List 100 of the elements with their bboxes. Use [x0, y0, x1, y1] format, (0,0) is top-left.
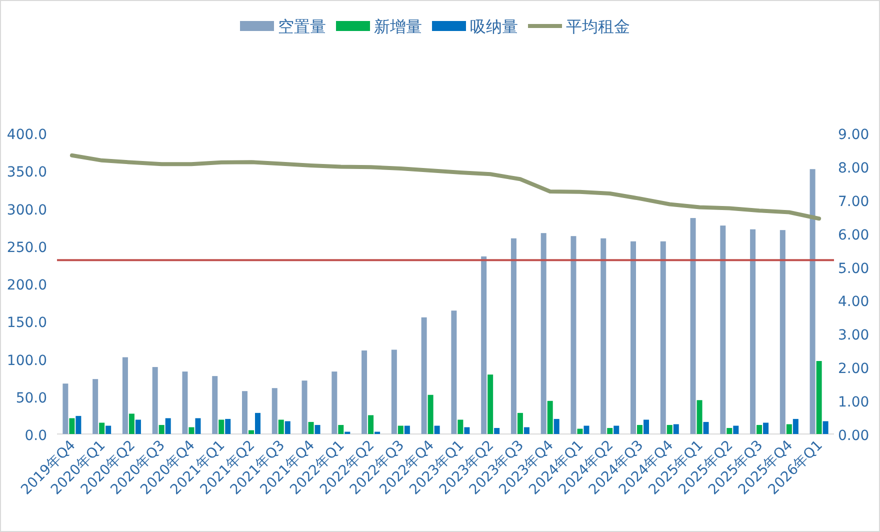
bar: [607, 428, 613, 434]
bar: [703, 422, 709, 434]
bar: [158, 424, 164, 434]
y2-tick-label: 8.00: [838, 160, 870, 176]
bar: [577, 428, 583, 434]
line-series: [70, 153, 822, 221]
y2-tick-label: 2.00: [838, 361, 870, 378]
y2-tick-label: 4.00: [838, 294, 870, 310]
bar: [780, 230, 786, 434]
y-tick-label: 400.0: [6, 127, 47, 143]
bar: [726, 428, 732, 434]
bar: [362, 350, 368, 434]
y2-tick-label: 7.00: [838, 194, 870, 210]
bar: [733, 426, 739, 434]
bar: [308, 422, 314, 434]
bar: [464, 427, 470, 434]
bar: [284, 421, 290, 434]
bar: [76, 416, 82, 434]
bar: [630, 241, 636, 434]
bar: [434, 426, 440, 434]
bar: [488, 374, 494, 434]
y-tick-label: 250.0: [6, 240, 47, 256]
y2-tick-label: 0.00: [838, 428, 870, 444]
bar: [554, 418, 560, 434]
bar: [547, 400, 553, 434]
y-tick-label: 50.0: [16, 390, 47, 406]
bar: [242, 391, 248, 434]
bar: [524, 427, 530, 434]
bar: [225, 418, 231, 434]
bar: [540, 233, 546, 434]
y-tick-label: 0.0: [24, 428, 47, 444]
bar: [660, 241, 666, 434]
bar: [248, 430, 254, 434]
bar: [666, 424, 672, 434]
bar: [570, 236, 576, 434]
legend-label: 空置量: [278, 17, 326, 36]
y2-tick-label: 3.00: [838, 328, 870, 344]
bar: [458, 420, 464, 434]
bar: [255, 412, 260, 434]
legend-label: 平均租金: [566, 17, 630, 36]
y2-tick-label: 9.00: [838, 127, 870, 143]
bar: [810, 169, 816, 434]
y-tick-label: 300.0: [6, 202, 47, 218]
bar: [188, 427, 194, 434]
bar: [822, 421, 828, 434]
bar: [792, 418, 798, 434]
bar: [690, 218, 696, 434]
bar: [517, 412, 523, 434]
bar: [428, 394, 434, 434]
legend-label: 新增量: [374, 17, 422, 36]
bar: [673, 424, 679, 434]
legend-label: 吸纳量: [470, 17, 518, 36]
bar: [750, 229, 756, 434]
bar: [614, 426, 620, 434]
bar: [165, 418, 171, 434]
y-tick-label: 200.0: [6, 278, 47, 294]
bar: [128, 414, 134, 434]
bar: [135, 420, 141, 434]
y2-tick-label: 5.00: [838, 260, 870, 277]
bar: [332, 372, 338, 434]
bar: [421, 317, 427, 434]
bar: [195, 418, 201, 434]
bar: [481, 256, 487, 434]
bar: [152, 367, 158, 434]
bar: [696, 400, 702, 434]
y-tick-label: 100.0: [6, 352, 47, 369]
bar: [182, 372, 188, 434]
y-tick-label: 350.0: [6, 164, 47, 181]
bar: [368, 415, 374, 434]
bar: [494, 428, 500, 434]
bar: [637, 424, 642, 434]
bar: [756, 424, 762, 434]
bar: [404, 426, 410, 434]
bar: [314, 424, 320, 434]
bar: [584, 426, 590, 434]
bar: [786, 424, 792, 434]
bar: [62, 384, 68, 434]
bar: [816, 361, 822, 434]
y2-tick-label: 1.00: [838, 394, 870, 411]
bar: [510, 238, 516, 434]
y-tick-label: 150.0: [6, 315, 47, 332]
bar: [272, 388, 278, 434]
bar: [302, 380, 308, 434]
bar: [763, 422, 769, 434]
bar: [92, 379, 98, 434]
bar: [99, 422, 105, 434]
bar: [451, 310, 457, 434]
bar: [122, 357, 128, 434]
bar: [212, 376, 218, 434]
bar: [644, 420, 649, 434]
y2-tick-label: 6.00: [838, 227, 870, 244]
bar: [218, 420, 224, 434]
bar: [391, 350, 397, 434]
bar: [338, 424, 344, 434]
bar: [106, 426, 112, 434]
bar: [600, 238, 606, 434]
bar: [398, 426, 404, 434]
bar: [720, 226, 726, 434]
bar: [278, 420, 284, 434]
bar: [69, 418, 75, 434]
